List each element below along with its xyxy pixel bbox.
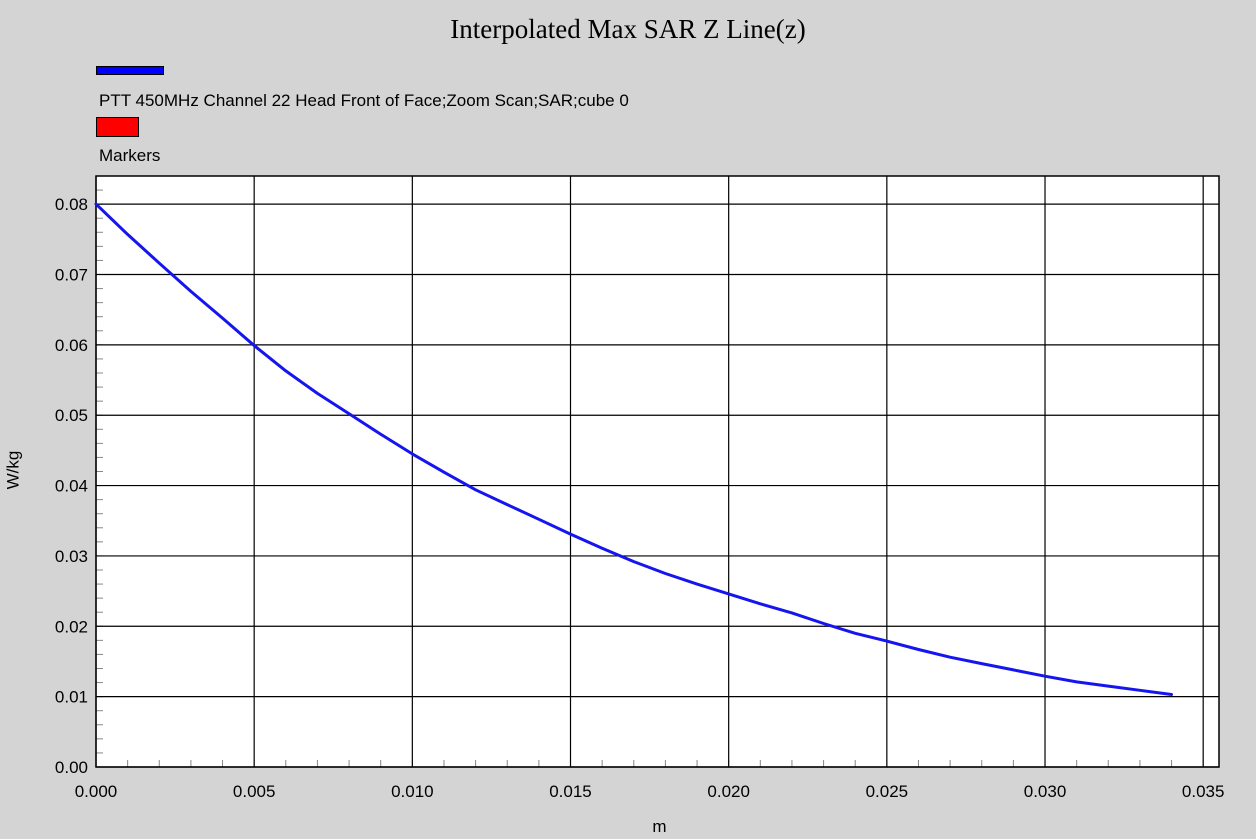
series-line: [94, 202, 1173, 696]
x-tick-label: 0.010: [391, 782, 434, 801]
y-tick-label: 0.04: [55, 477, 88, 496]
x-tick-label: 0.005: [233, 782, 276, 801]
y-tick-label: 0.00: [55, 758, 88, 777]
y-tick-label: 0.08: [55, 195, 88, 214]
legend-label-markers: Markers: [99, 146, 161, 165]
y-tick-label: 0.06: [55, 336, 88, 355]
y-tick-label: 0.01: [55, 688, 88, 707]
x-axis-label: m: [652, 817, 666, 836]
y-tick-label: 0.05: [55, 406, 88, 425]
legend-label-series: PTT 450MHz Channel 22 Head Front of Face…: [99, 91, 629, 110]
x-tick-label: 0.020: [707, 782, 750, 801]
x-tick-label: 0.015: [549, 782, 592, 801]
legend-swatch-markers: [96, 117, 139, 137]
x-tick-label: 0.000: [75, 782, 118, 801]
y-tick-label: 0.03: [55, 547, 88, 566]
y-tick-label: 0.02: [55, 617, 88, 636]
x-tick-label: 0.035: [1182, 782, 1225, 801]
x-tick-label: 0.030: [1024, 782, 1067, 801]
legend-swatch-series: [96, 66, 164, 75]
x-tick-label: 0.025: [866, 782, 909, 801]
chart-title: Interpolated Max SAR Z Line(z): [450, 14, 806, 44]
plot-border: [95, 175, 1220, 768]
y-tick-label: 0.07: [55, 266, 88, 285]
